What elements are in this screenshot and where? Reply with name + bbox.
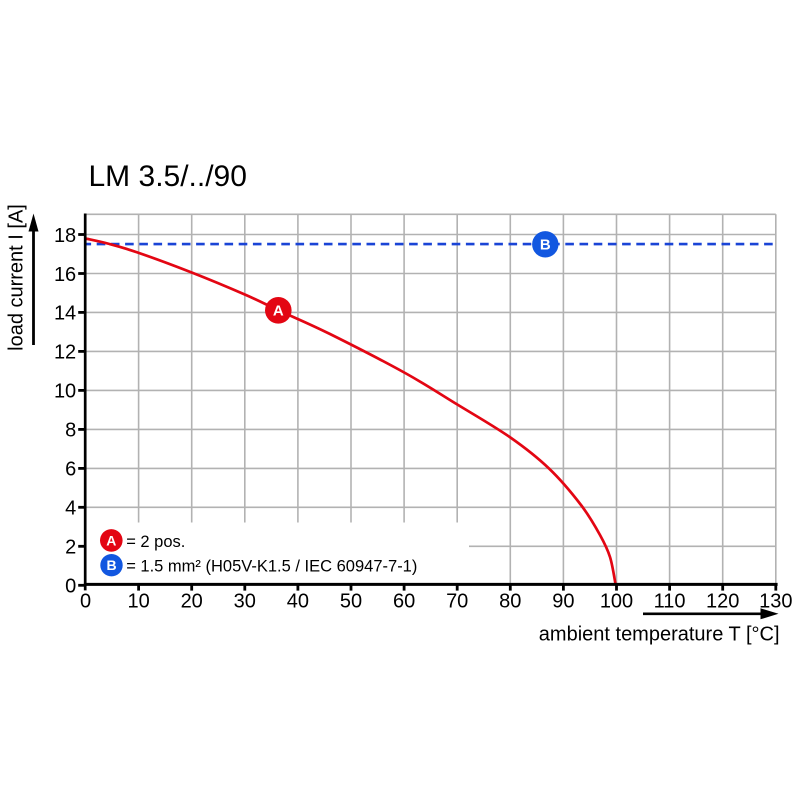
svg-text:10: 10 bbox=[54, 381, 76, 403]
svg-text:8: 8 bbox=[65, 420, 76, 442]
svg-text:= 2 pos.: = 2 pos. bbox=[126, 533, 185, 551]
svg-text:40: 40 bbox=[287, 591, 309, 613]
svg-text:LM 3.5/../90: LM 3.5/../90 bbox=[89, 160, 247, 193]
svg-text:80: 80 bbox=[499, 591, 521, 613]
svg-text:30: 30 bbox=[234, 591, 256, 613]
svg-text:10: 10 bbox=[127, 591, 149, 613]
svg-text:2: 2 bbox=[65, 537, 76, 559]
svg-text:110: 110 bbox=[654, 591, 686, 613]
svg-text:16: 16 bbox=[54, 264, 76, 286]
svg-text:18: 18 bbox=[54, 225, 76, 247]
svg-text:0: 0 bbox=[80, 591, 91, 613]
svg-text:20: 20 bbox=[181, 591, 203, 613]
svg-text:14: 14 bbox=[54, 303, 76, 325]
svg-text:0: 0 bbox=[65, 576, 76, 598]
svg-text:A: A bbox=[106, 532, 116, 548]
svg-text:6: 6 bbox=[65, 459, 76, 481]
svg-text:load current I [A]: load current I [A] bbox=[5, 204, 27, 351]
svg-text:70: 70 bbox=[446, 591, 468, 613]
svg-text:50: 50 bbox=[340, 591, 362, 613]
svg-text:4: 4 bbox=[65, 498, 76, 520]
svg-text:12: 12 bbox=[54, 342, 76, 364]
svg-text:90: 90 bbox=[552, 591, 574, 613]
svg-text:B: B bbox=[106, 557, 116, 573]
svg-text:120: 120 bbox=[706, 591, 739, 613]
svg-text:100: 100 bbox=[600, 591, 633, 613]
svg-text:B: B bbox=[540, 237, 551, 254]
svg-text:60: 60 bbox=[393, 591, 415, 613]
svg-text:= 1.5 mm² (H05V-K1.5 / IEC 609: = 1.5 mm² (H05V-K1.5 / IEC 60947-7-1) bbox=[126, 558, 417, 576]
svg-text:130: 130 bbox=[759, 591, 792, 613]
svg-text:A: A bbox=[273, 303, 284, 320]
svg-text:ambient temperature T [°C]: ambient temperature T [°C] bbox=[539, 624, 780, 646]
